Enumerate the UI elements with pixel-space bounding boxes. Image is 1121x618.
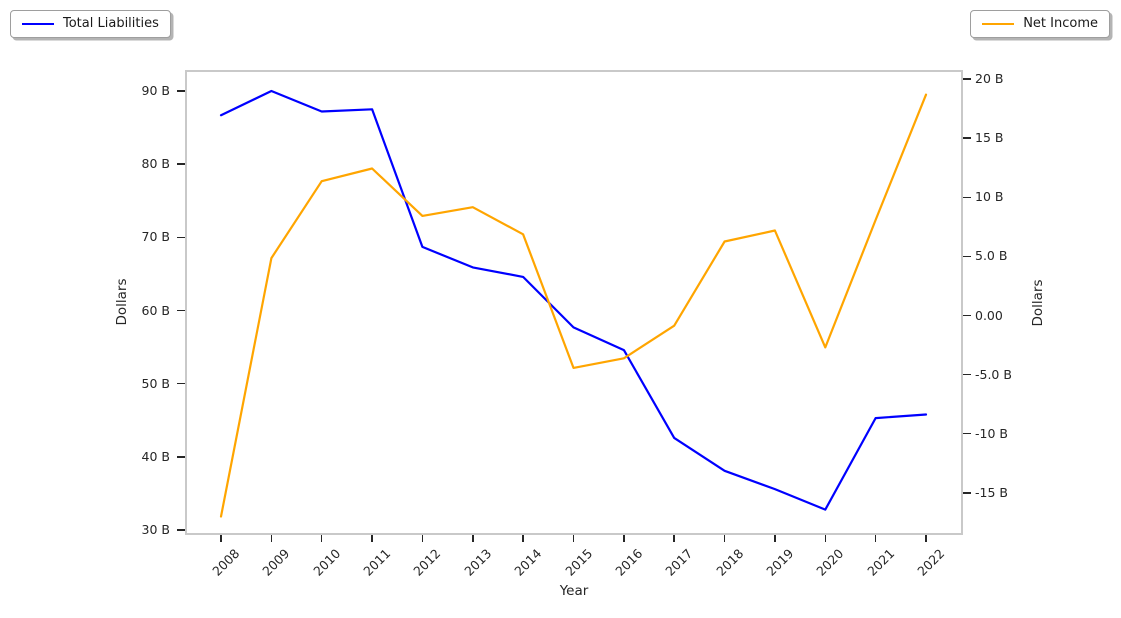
right-axis-tick-mark <box>963 373 971 376</box>
left-axis-tick-label: 80 B <box>141 156 170 172</box>
right-axis-tick-label: -10 B <box>975 425 1008 441</box>
net-income-line <box>219 93 928 518</box>
left-axis-tick-mark <box>177 529 185 531</box>
x-axis-tick-mark <box>572 535 575 542</box>
x-axis-tick-mark <box>824 535 827 542</box>
legend-net-income: Net Income <box>970 10 1110 38</box>
right-axis-tick-label: -5.0 B <box>975 366 1012 382</box>
x-axis-title: Year <box>559 583 589 599</box>
left-axis-tick-mark <box>177 163 185 165</box>
x-axis-tick-mark <box>220 535 222 542</box>
legend-label-total-liabilities: Total Liabilities <box>63 16 159 31</box>
x-axis-tick-mark <box>421 535 424 542</box>
plot-area <box>185 70 963 535</box>
x-axis-tick-mark <box>925 535 927 542</box>
x-axis-tick-mark <box>270 535 273 542</box>
right-axis-tick-mark <box>963 432 971 435</box>
x-axis-tick-mark <box>673 535 675 542</box>
x-axis-tick-mark <box>371 535 373 542</box>
right-axis-title: Dollars <box>1030 279 1046 327</box>
legend-total-liabilities: Total Liabilities <box>10 10 171 38</box>
right-axis-tick-label: 15 B <box>975 130 1004 146</box>
right-axis-tick-mark <box>963 492 971 494</box>
total-liabilities-line <box>219 89 928 511</box>
right-axis-tick-label: 5.0 B <box>975 248 1008 264</box>
left-axis-tick-label: 30 B <box>141 522 170 538</box>
right-axis-tick-mark <box>963 314 971 317</box>
left-axis-tick-label: 40 B <box>141 448 170 464</box>
left-axis-tick-mark <box>177 90 185 92</box>
left-axis-tick-label: 60 B <box>141 302 170 318</box>
right-axis-tick-mark <box>963 255 971 258</box>
x-axis-tick-mark <box>774 535 776 542</box>
right-axis-tick-label: 0.00 <box>975 307 1003 323</box>
right-axis-tick-label: 10 B <box>975 189 1004 205</box>
total-liabilities-line-swatch <box>22 23 54 25</box>
x-axis-tick-mark <box>320 535 323 542</box>
x-axis-tick-mark <box>874 535 877 542</box>
legend-label-net-income: Net Income <box>1023 16 1098 31</box>
x-axis-tick-mark <box>472 535 474 542</box>
net-income-line-swatch <box>982 23 1015 25</box>
left-axis-tick-mark <box>177 456 185 458</box>
right-axis-tick-mark <box>963 137 971 139</box>
left-axis-tick-label: 50 B <box>141 375 170 391</box>
left-axis-tick-mark <box>177 382 185 385</box>
x-axis-tick-mark <box>723 535 726 542</box>
left-axis-tick-mark <box>177 236 185 239</box>
left-axis-tick-label: 90 B <box>141 83 170 99</box>
right-axis-tick-mark <box>963 196 971 199</box>
left-axis-tick-label: 70 B <box>141 229 170 245</box>
chart-canvas <box>219 89 928 518</box>
left-axis-tick-mark <box>177 309 185 312</box>
x-axis-tick-mark <box>522 535 524 542</box>
right-axis-tick-label: 20 B <box>975 71 1004 87</box>
right-axis-tick-label: -15 B <box>975 484 1008 500</box>
x-axis-tick-mark <box>623 535 625 542</box>
right-axis-tick-mark <box>963 78 971 80</box>
